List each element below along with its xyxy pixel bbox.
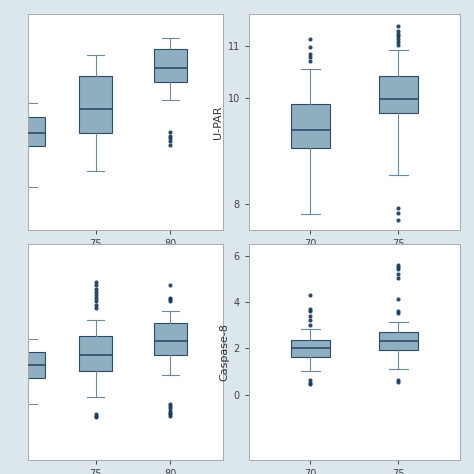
- Y-axis label: U-PAR: U-PAR: [213, 105, 223, 139]
- Bar: [12, 117, 45, 146]
- PathPatch shape: [379, 332, 418, 350]
- PathPatch shape: [291, 104, 330, 148]
- PathPatch shape: [79, 76, 112, 133]
- PathPatch shape: [154, 49, 187, 82]
- Y-axis label: Caspase-8: Caspase-8: [219, 323, 229, 381]
- PathPatch shape: [379, 76, 418, 113]
- PathPatch shape: [291, 340, 330, 357]
- PathPatch shape: [79, 336, 112, 371]
- PathPatch shape: [154, 323, 187, 355]
- Bar: [12, 352, 45, 378]
